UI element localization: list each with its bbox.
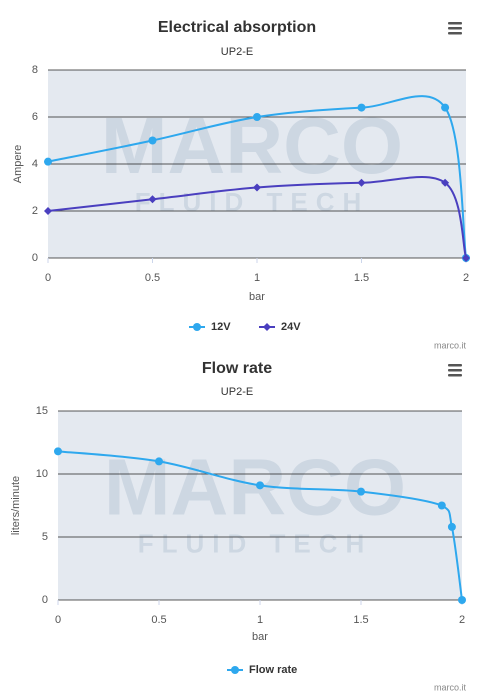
y-tick-label: 4 [32, 158, 38, 170]
y-tick-label: 8 [32, 64, 38, 76]
x-tick-label: 2 [463, 272, 469, 284]
y-axis-label: Ampere [12, 145, 24, 184]
x-tick-label: 0 [45, 272, 51, 284]
marker [256, 481, 264, 490]
series-line [47, 95, 467, 259]
legend-label: 24V [281, 321, 301, 333]
marker [253, 113, 261, 121]
marker [357, 178, 366, 187]
marker [437, 501, 446, 510]
menu-icon[interactable] [448, 364, 462, 377]
marker [155, 457, 163, 466]
y-tick-label: 2 [32, 205, 38, 217]
x-tick-label: 0.5 [151, 614, 166, 626]
marker [44, 157, 52, 166]
chart-title: Electrical absorption [158, 19, 316, 36]
legend-label: 12V [211, 321, 231, 333]
y-tick-label: 6 [32, 111, 38, 123]
x-tick-label: 0.5 [145, 272, 160, 284]
y-tick-label: 0 [42, 594, 48, 606]
credits: marco.it [434, 340, 467, 350]
series-line [47, 176, 467, 259]
x-axis-label: bar [249, 291, 265, 303]
watermark-subtitle: FLUID TECH [135, 187, 370, 217]
marker [54, 447, 62, 456]
marker [447, 522, 456, 531]
x-tick-label: 0 [55, 614, 61, 626]
x-tick-label: 1.5 [353, 614, 368, 626]
chart-title: Flow rate [202, 360, 272, 377]
watermark-title: MARCO [101, 101, 403, 190]
marker [148, 136, 157, 145]
y-axis-label: liters/minute [10, 476, 22, 535]
marker [462, 254, 470, 262]
marker [148, 195, 157, 204]
legend-label: Flow rate [249, 664, 297, 676]
credits: marco.it [434, 682, 467, 692]
watermark-subtitle: FLUID TECH [138, 528, 373, 558]
marker [357, 487, 365, 496]
legend-marker [193, 323, 201, 331]
menu-icon[interactable] [448, 22, 462, 35]
marker [441, 103, 450, 112]
marker [253, 183, 261, 192]
marker [357, 103, 366, 112]
x-tick-label: 2 [459, 614, 465, 626]
legend-marker [263, 323, 271, 331]
plot-background [58, 411, 462, 600]
chart-subtitle: UP2-E [221, 46, 253, 58]
marker [441, 178, 450, 187]
y-tick-label: 0 [32, 252, 38, 264]
x-axis-label: bar [252, 631, 268, 643]
y-tick-label: 10 [36, 468, 48, 480]
y-tick-label: 5 [42, 531, 48, 543]
x-tick-label: 1 [254, 272, 260, 284]
x-tick-label: 1.5 [354, 272, 369, 284]
marker [458, 596, 466, 604]
marker [44, 207, 52, 215]
y-tick-label: 15 [36, 405, 48, 417]
chart-subtitle: UP2-E [221, 386, 253, 398]
legend-marker [231, 666, 239, 674]
x-tick-label: 1 [257, 614, 263, 626]
watermark-title: MARCO [104, 443, 406, 532]
